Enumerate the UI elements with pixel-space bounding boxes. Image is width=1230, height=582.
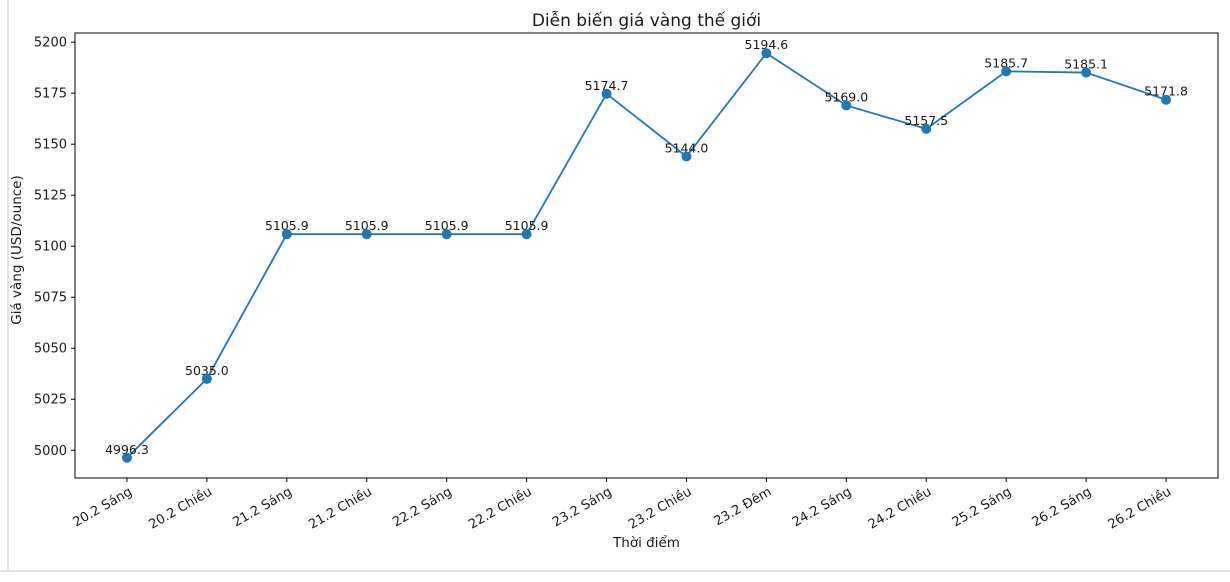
data-point-label: 5105.9 xyxy=(505,218,549,233)
data-point xyxy=(841,100,852,111)
data-point xyxy=(1081,67,1092,78)
y-tick-label: 5075 xyxy=(34,291,67,306)
x-tick-label: 20.2 Chiều xyxy=(147,484,215,532)
data-point-label: 5144.0 xyxy=(665,140,709,155)
page-left-border xyxy=(7,0,9,572)
data-point xyxy=(921,123,932,134)
data-point xyxy=(441,229,452,240)
data-point-label: 5035.0 xyxy=(185,363,229,378)
x-tick-label: 21.2 Sáng xyxy=(230,484,294,530)
data-point-label: 5105.9 xyxy=(265,218,309,233)
data-point-label: 5194.6 xyxy=(745,37,789,52)
data-point xyxy=(281,229,292,240)
y-tick-label: 5150 xyxy=(34,138,67,153)
data-point-label: 5105.9 xyxy=(425,218,469,233)
y-tick-label: 5125 xyxy=(34,189,67,204)
x-tick-label: 26.2 Sáng xyxy=(1030,484,1094,530)
data-point xyxy=(601,88,612,99)
data-point-label: 5169.0 xyxy=(824,89,868,104)
x-axis-label: Thời điểm xyxy=(613,535,680,551)
data-point-label: 5105.9 xyxy=(345,218,389,233)
data-point xyxy=(521,229,532,240)
x-tick-label: 24.2 Sáng xyxy=(790,484,854,530)
data-point-label: 5185.1 xyxy=(1064,57,1108,72)
price-line xyxy=(126,52,1167,459)
y-tick-label: 5100 xyxy=(34,240,67,255)
data-point xyxy=(681,151,692,162)
x-tick-label: 23.2 Sáng xyxy=(550,484,614,530)
data-point-label: 4996.3 xyxy=(105,442,149,457)
data-point-label: 5174.7 xyxy=(585,78,629,93)
data-point-label: 5185.7 xyxy=(984,55,1028,70)
y-tick-label: 5025 xyxy=(34,393,67,408)
x-tick-label: 21.2 Chiều xyxy=(306,484,374,532)
y-tick-label: 5200 xyxy=(34,36,67,51)
x-tick-label: 25.2 Sáng xyxy=(950,484,1014,530)
data-point xyxy=(121,452,132,463)
x-tick-label: 20.2 Sáng xyxy=(70,484,134,530)
data-point-label: 5157.5 xyxy=(904,113,948,128)
x-tick-label: 23.2 Đêm xyxy=(712,484,775,529)
plot-frame xyxy=(74,32,1219,479)
data-point xyxy=(1161,94,1172,105)
x-tick-label: 26.2 Chiều xyxy=(1106,484,1174,532)
chart-title: Diễn biến giá vàng thế giới xyxy=(531,11,762,31)
x-tick-label: 23.2 Chiều xyxy=(626,484,694,532)
data-point-label: 5171.8 xyxy=(1144,84,1188,99)
data-point xyxy=(361,229,372,240)
y-tick-label: 5175 xyxy=(34,87,67,102)
x-tick-label: 22.2 Sáng xyxy=(390,484,454,530)
x-tick-label: 24.2 Chiều xyxy=(866,484,934,532)
data-point xyxy=(201,373,212,384)
data-point xyxy=(1001,66,1012,77)
page-bottom-border xyxy=(0,570,1230,572)
y-tick-label: 5000 xyxy=(34,444,67,459)
data-point xyxy=(761,48,772,59)
y-tick-label: 5050 xyxy=(34,342,67,357)
x-tick-label: 22.2 Chiều xyxy=(466,484,534,532)
